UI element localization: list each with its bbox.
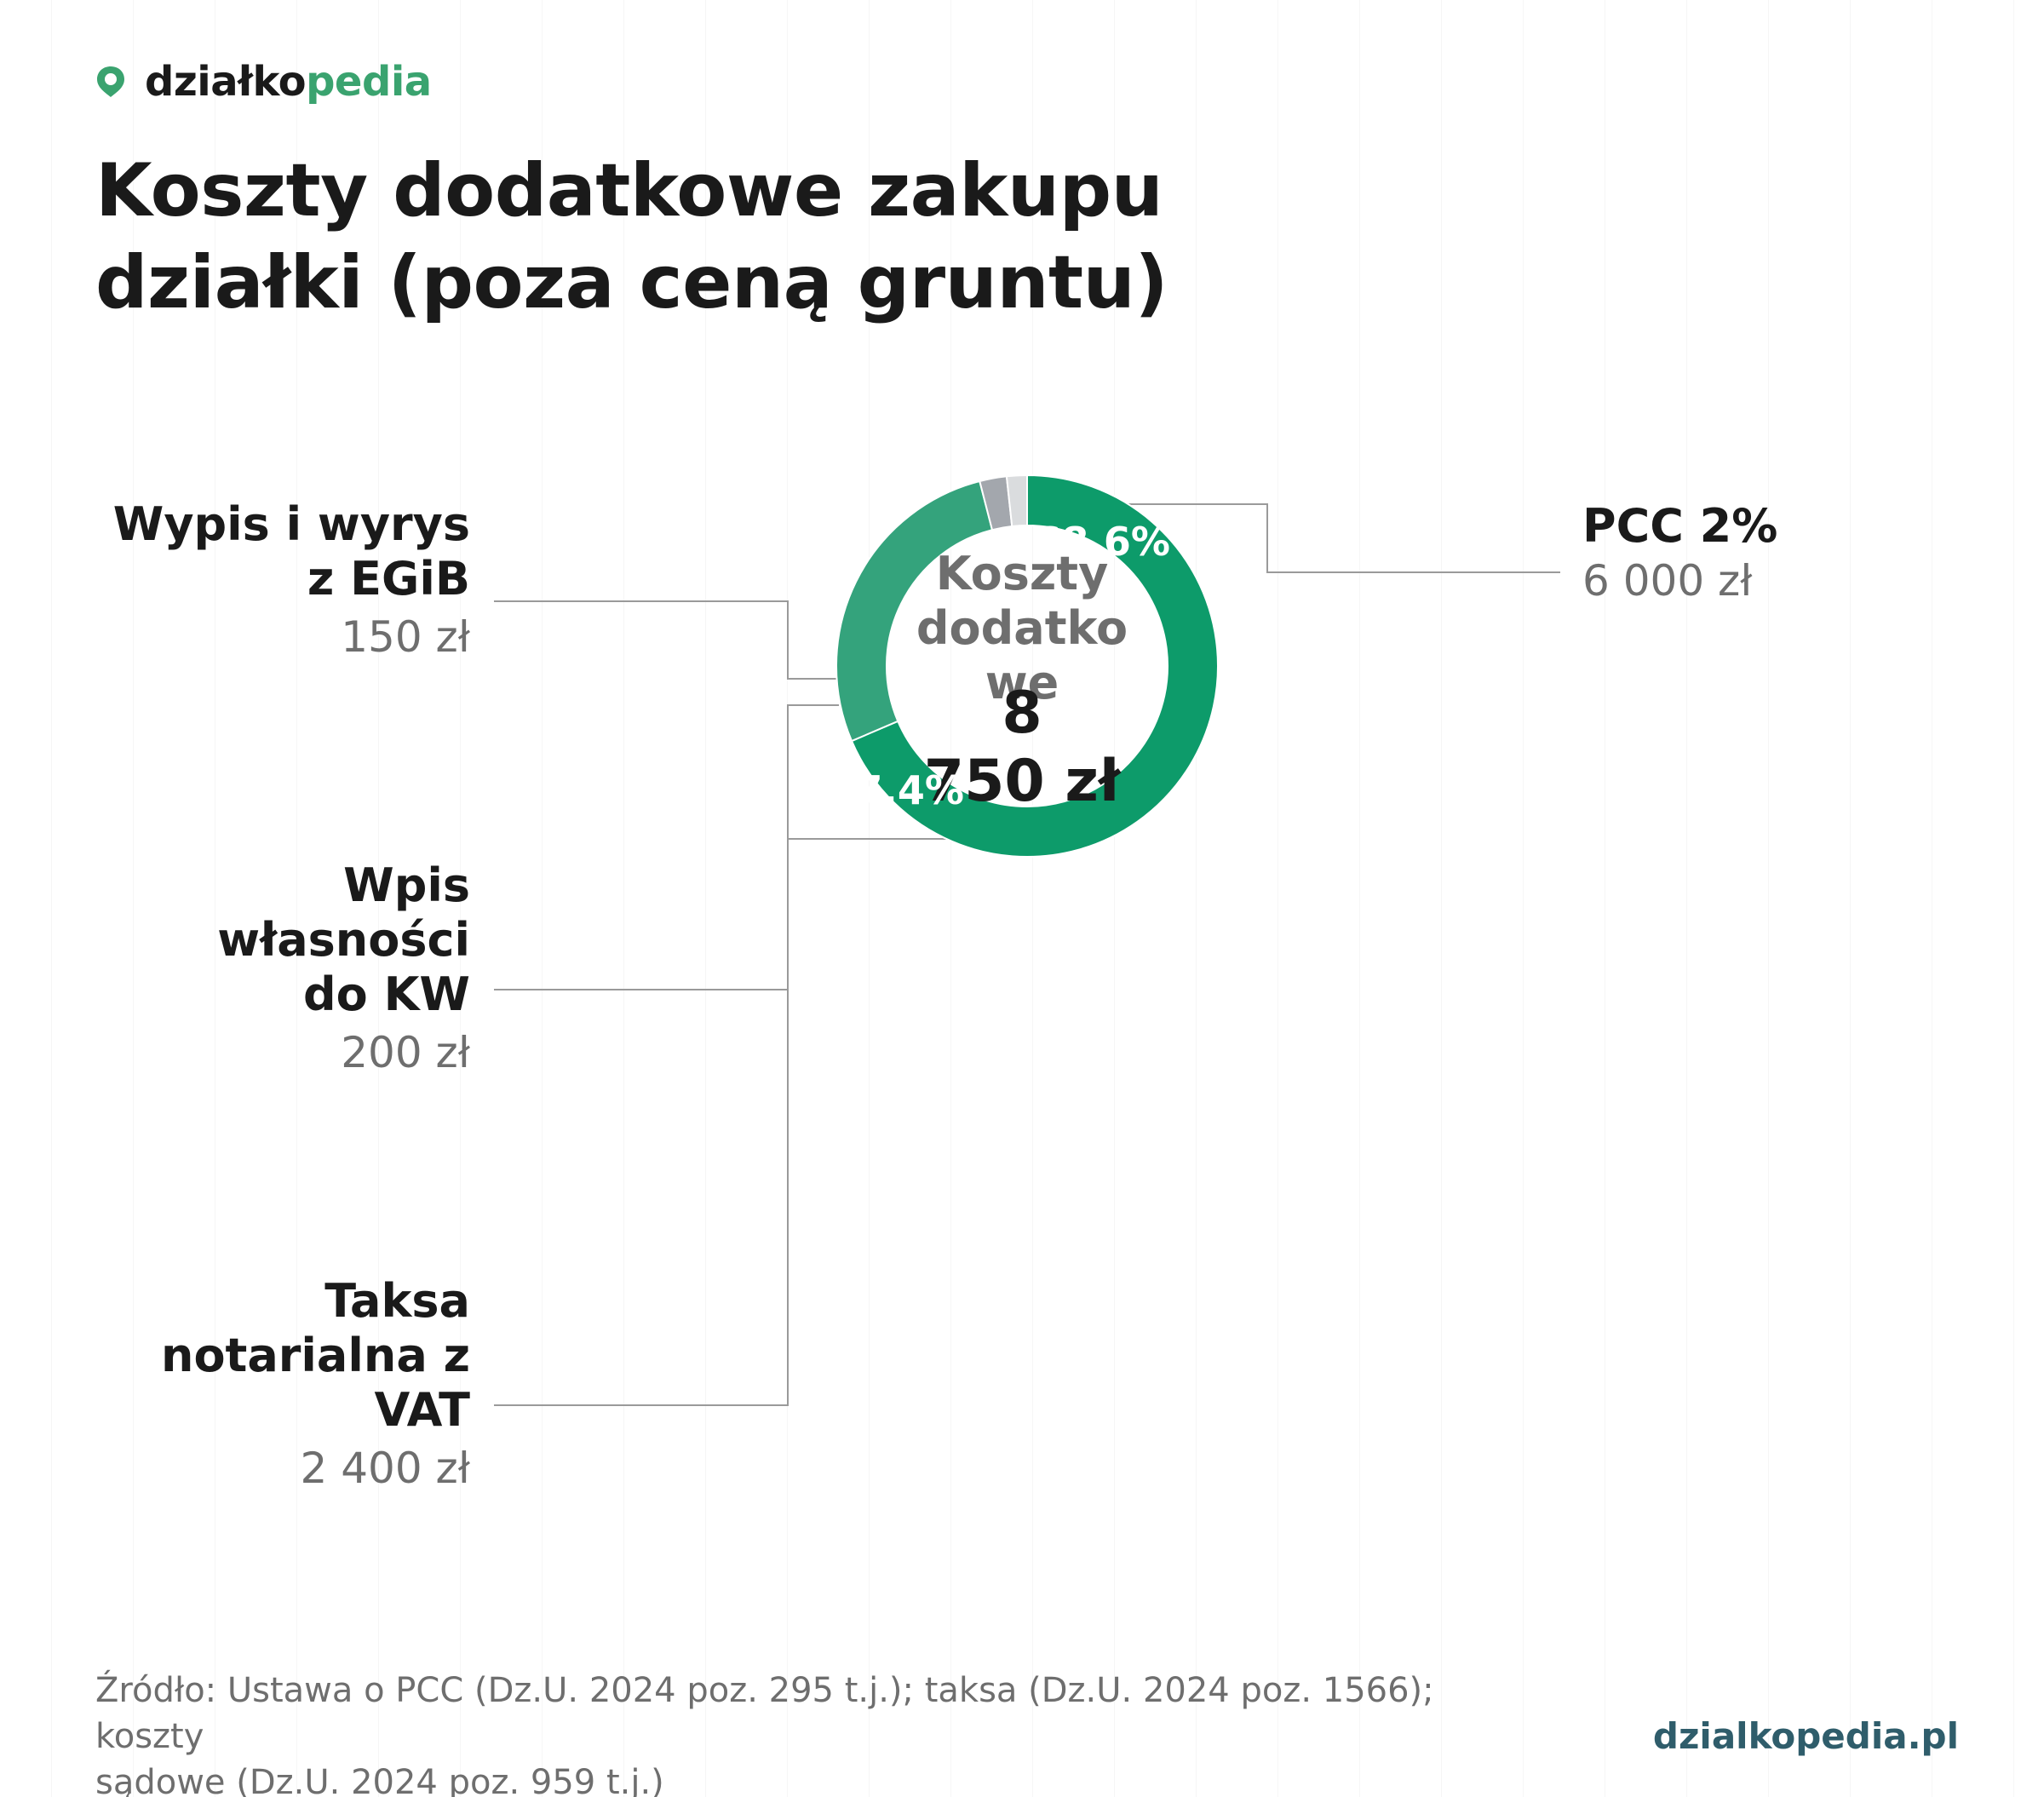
gridline: [1441, 0, 1442, 1797]
gridline: [133, 0, 134, 1797]
slice-name: PCC 2%: [1582, 499, 1777, 554]
donut-slice: [1005, 474, 1028, 528]
gridline: [1850, 0, 1851, 1797]
slice-percent-label: 27,4%: [828, 767, 964, 813]
slice-value: 2 400 zł: [300, 1444, 471, 1493]
donut-center-label: dodatko: [916, 601, 1128, 655]
donut-center-label: we: [985, 656, 1059, 709]
gridline: [1523, 0, 1524, 1797]
donut-slice: [850, 474, 1219, 858]
slice-value: 6 000 zł: [1582, 556, 1753, 606]
chart-title-line: działki (poza ceną gruntu): [95, 240, 1168, 325]
slice-value: 200 zł: [341, 1028, 470, 1077]
gridline: [1114, 0, 1115, 1797]
gridline: [950, 0, 951, 1797]
brand-name: działkopedia: [145, 58, 432, 106]
donut-center-total: 750 zł: [924, 748, 1122, 815]
gridline: [623, 0, 624, 1797]
gridline: [51, 0, 52, 1797]
connector-line: [494, 838, 950, 1406]
gridline: [2013, 0, 2014, 1797]
slice-name: Taksa notarialna z VAT: [161, 1274, 470, 1438]
slice-name-line: Taksa: [324, 1274, 470, 1328]
gridline: [296, 0, 297, 1797]
slice-name-line: własności: [217, 913, 470, 967]
gridline: [869, 0, 870, 1797]
brand-logo: działkopedia: [95, 56, 432, 107]
slice-name-line: notarialna z: [161, 1329, 470, 1382]
slice-name-line: do KW: [303, 967, 470, 1021]
gridline: [1359, 0, 1360, 1797]
brand-name-part2: pedia: [306, 58, 432, 106]
slice-name-line: VAT: [374, 1383, 470, 1437]
source-line: Źródło: Ustawa o PCC (Dz.U. 2024 poz. 29…: [95, 1671, 1434, 1756]
brand-name-part1: działko: [145, 58, 307, 106]
gridline: [378, 0, 379, 1797]
slice-name: Wpis własności do KW: [217, 858, 470, 1022]
gridline: [705, 0, 706, 1797]
connector-line: [1122, 503, 1560, 573]
source-line: sądowe (Dz.U. 2024 poz. 959 t.j.): [95, 1763, 664, 1797]
donut-center-total: 8: [1002, 680, 1042, 747]
slice-name-line: PCC 2%: [1582, 499, 1778, 553]
connector-line: [494, 600, 839, 680]
chart-title-line: Koszty dodatkowe zakupu: [95, 148, 1163, 233]
gridline: [1686, 0, 1687, 1797]
site-url: dzialkopedia.pl: [1652, 1715, 1959, 1757]
donut-center-label: Koszty: [936, 547, 1109, 600]
gridline: [460, 0, 461, 1797]
gridline: [1032, 0, 1033, 1797]
gridline: [542, 0, 543, 1797]
slice-value: 150 zł: [341, 612, 470, 662]
source-note: Źródło: Ustawa o PCC (Dz.U. 2024 poz. 29…: [95, 1668, 1543, 1797]
gridline: [1768, 0, 1769, 1797]
slice-name: Wypis i wyrys z EGiB: [113, 497, 470, 606]
slice-percent-label: 68,6%: [1034, 519, 1170, 565]
slice-name-line: z EGiB: [307, 552, 470, 606]
slice-name-line: Wpis: [343, 858, 470, 912]
gridline: [1196, 0, 1197, 1797]
location-pin-icon: [97, 66, 124, 97]
chart-title: Koszty dodatkowe zakupu działki (poza ce…: [95, 145, 1288, 329]
slice-name-line: Wypis i wyrys: [112, 497, 470, 551]
